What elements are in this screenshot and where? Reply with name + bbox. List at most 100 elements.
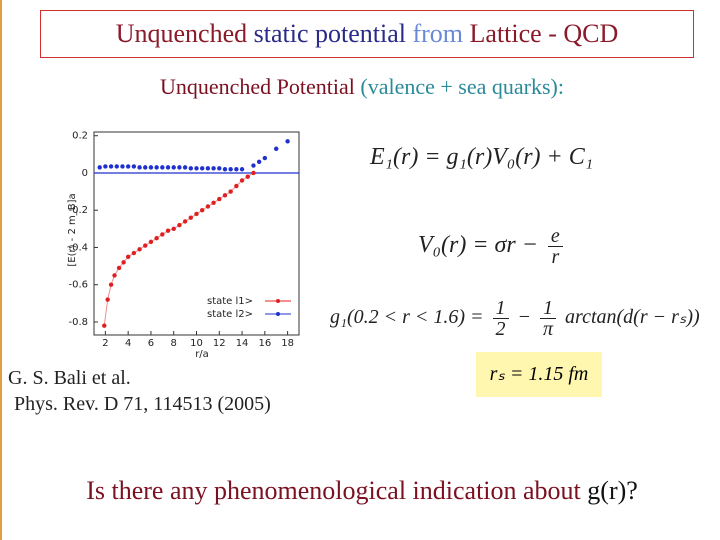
point bbox=[120, 164, 125, 169]
legend-marker bbox=[276, 312, 280, 316]
point bbox=[217, 166, 222, 171]
point bbox=[165, 165, 171, 170]
point bbox=[217, 196, 222, 202]
point bbox=[160, 165, 165, 170]
numerator: 1 bbox=[492, 298, 509, 319]
legend-marker bbox=[276, 299, 280, 303]
point bbox=[154, 235, 159, 241]
point bbox=[199, 166, 205, 171]
point bbox=[274, 146, 279, 151]
point bbox=[137, 247, 142, 252]
point bbox=[194, 211, 199, 217]
rs-box: rₛ = 1.15 fm bbox=[476, 352, 602, 397]
point bbox=[160, 232, 165, 237]
point bbox=[182, 219, 188, 224]
x-tick-label: 16 bbox=[258, 338, 271, 349]
subtitle-part: (valence + sea quarks): bbox=[360, 74, 564, 99]
equation-part: − bbox=[517, 306, 532, 329]
title-part: from bbox=[412, 19, 464, 48]
y-tick-label: 0.2 bbox=[72, 131, 88, 142]
x-tick-label: 4 bbox=[125, 338, 131, 349]
point bbox=[188, 166, 194, 171]
legend-label: state l2> bbox=[207, 309, 253, 320]
citation: Phys. Rev. D 71, 114513 (2005) bbox=[14, 393, 271, 415]
point bbox=[188, 215, 194, 220]
point bbox=[251, 163, 256, 168]
subtitle-part: Unquenched Potential bbox=[160, 74, 355, 99]
x-tick-label: 12 bbox=[213, 338, 226, 349]
question-part: Is there any phenomenological indication… bbox=[86, 476, 581, 505]
point bbox=[234, 167, 239, 172]
point bbox=[131, 164, 137, 169]
point bbox=[211, 200, 216, 205]
point bbox=[239, 167, 245, 172]
point bbox=[211, 166, 216, 171]
question-part: g(r)? bbox=[587, 476, 638, 505]
title-part: Unquenched bbox=[115, 19, 248, 48]
point bbox=[108, 164, 114, 169]
numerator: 1 bbox=[540, 298, 557, 319]
y-tick-label: -0.8 bbox=[68, 317, 88, 328]
numerator: e bbox=[547, 226, 563, 247]
point bbox=[177, 222, 182, 228]
point bbox=[154, 165, 159, 170]
point bbox=[137, 165, 142, 170]
point bbox=[285, 139, 290, 144]
point bbox=[222, 193, 228, 198]
legend-label: state l1> bbox=[207, 296, 253, 307]
point bbox=[114, 164, 119, 169]
point bbox=[234, 183, 239, 189]
point bbox=[177, 165, 182, 170]
point bbox=[205, 166, 211, 171]
point bbox=[148, 239, 154, 245]
point bbox=[239, 178, 245, 183]
point bbox=[105, 297, 110, 302]
plot-frame bbox=[93, 131, 300, 336]
point bbox=[262, 155, 268, 161]
point bbox=[125, 254, 131, 259]
equation-part: g₁(0.2 < r < 1.6) = bbox=[330, 306, 484, 329]
y-tick-label: -0.2 bbox=[68, 205, 88, 216]
title-box: Unquenched static potential from Lattice… bbox=[40, 10, 694, 58]
x-tick-label: 14 bbox=[236, 338, 249, 349]
question: Is there any phenomenological indication… bbox=[2, 476, 720, 506]
point bbox=[131, 250, 137, 256]
point bbox=[108, 282, 114, 287]
point bbox=[228, 167, 233, 172]
title-part: Lattice - QCD bbox=[469, 19, 619, 48]
y-tick-label: 0 bbox=[82, 168, 88, 179]
point bbox=[228, 189, 233, 194]
point bbox=[245, 174, 250, 179]
point bbox=[97, 165, 102, 170]
point bbox=[256, 159, 262, 164]
point bbox=[148, 165, 154, 170]
point bbox=[116, 265, 122, 271]
title-part: static potential bbox=[253, 19, 406, 48]
point bbox=[251, 170, 256, 176]
x-tick-label: 2 bbox=[102, 338, 108, 349]
point bbox=[171, 226, 176, 232]
point bbox=[112, 273, 117, 278]
point bbox=[182, 165, 188, 170]
point bbox=[143, 165, 148, 170]
point bbox=[121, 260, 126, 265]
point bbox=[194, 166, 199, 171]
citation: G. S. Bali et al. bbox=[8, 367, 131, 389]
point bbox=[165, 228, 171, 233]
point bbox=[222, 167, 228, 172]
point bbox=[205, 204, 211, 209]
point bbox=[199, 208, 205, 213]
denominator: 2 bbox=[495, 318, 506, 340]
point bbox=[102, 323, 107, 328]
y-tick-label: -0.6 bbox=[68, 280, 88, 291]
equation-part: V₀(r) = σr − bbox=[418, 232, 538, 259]
denominator: π bbox=[543, 318, 554, 340]
x-tick-label: 6 bbox=[148, 338, 154, 349]
x-tick-label: 18 bbox=[281, 338, 294, 349]
